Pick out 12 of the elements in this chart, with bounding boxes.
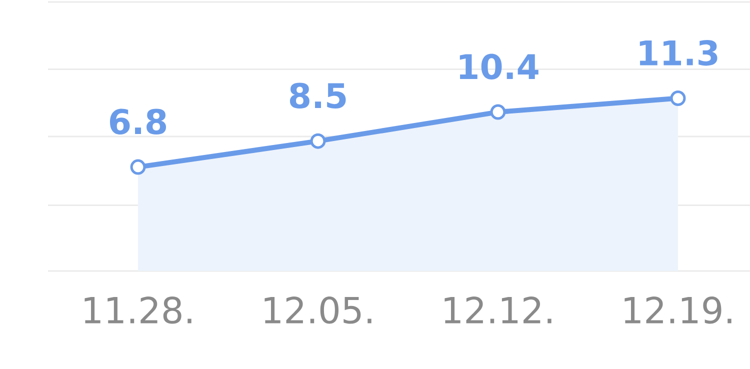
x-tick-label: 12.12. bbox=[444, 296, 552, 324]
data-label: 8.5 bbox=[290, 82, 346, 108]
point bbox=[310, 133, 326, 149]
x-tick-label: 12.19. bbox=[624, 296, 732, 324]
point bbox=[130, 159, 146, 175]
x-tick-label: 12.05. bbox=[264, 296, 372, 324]
x-tick-label: 11.28. bbox=[84, 296, 192, 324]
data-label: 10.4 bbox=[460, 54, 538, 80]
data-label: 11.3 bbox=[640, 40, 718, 66]
data-label: 6.8 bbox=[110, 108, 166, 134]
point bbox=[670, 90, 686, 106]
point bbox=[490, 104, 506, 120]
